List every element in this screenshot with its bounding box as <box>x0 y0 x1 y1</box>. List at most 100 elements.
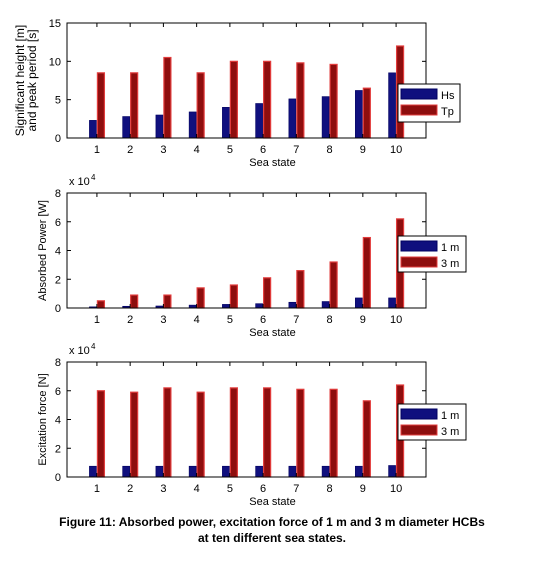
bar-b-8 <box>329 261 338 309</box>
x-tick-label: 4 <box>194 314 200 326</box>
x-tick-label: 5 <box>227 144 233 156</box>
bar-b-2 <box>130 391 139 478</box>
chart-panel-1: 0 5 10 15 1 2 3 4 5 6 7 8 9 10 Sea state Significant he… <box>13 18 461 169</box>
bar-b-9 <box>362 87 371 139</box>
figure-caption-line-1: Figure 11: Absorbed power, excitation fo… <box>59 515 485 529</box>
bar-a-8 <box>321 465 330 478</box>
x-tick-label: 6 <box>260 483 266 495</box>
bar-b-7 <box>296 388 305 478</box>
bar-a-6 <box>255 465 263 478</box>
y-axis-label-line-2: and peak period [s] <box>25 29 39 131</box>
bar-b-5 <box>229 284 238 309</box>
x-tick-label: 1 <box>94 483 100 495</box>
bar-b-4 <box>196 391 205 478</box>
bar-b-5 <box>229 60 238 139</box>
y-axis-exponent: x 10 <box>69 345 90 357</box>
legend-label-b: 3 m <box>441 258 459 270</box>
bar-b-4 <box>196 287 205 309</box>
y-axis-exponent-power: 4 <box>91 342 96 351</box>
x-tick-label: 2 <box>127 483 133 495</box>
bar-a-4 <box>188 111 197 139</box>
x-axis-label: Sea state <box>249 327 295 339</box>
bar-b-1 <box>96 72 106 139</box>
bar-b-9 <box>362 236 371 309</box>
x-tick-label: 3 <box>160 314 166 326</box>
bar-b-4 <box>196 72 205 139</box>
x-tick-label: 3 <box>160 144 166 156</box>
x-tick-label: 6 <box>260 314 266 326</box>
bar-a-8 <box>321 301 330 309</box>
bar-a-8 <box>321 96 330 139</box>
x-tick-label: 9 <box>360 314 366 326</box>
x-tick-label: 7 <box>293 144 299 156</box>
figure-caption-line-2: at ten different sea states. <box>197 531 347 545</box>
bar-a-10 <box>388 465 396 478</box>
bar-b-6 <box>263 387 272 478</box>
bar-a-9 <box>355 90 363 139</box>
x-tick-label: 9 <box>360 483 366 495</box>
bar-a-5 <box>222 304 230 309</box>
legend-label-b: 3 m <box>441 426 459 438</box>
legend-swatch-a <box>400 408 438 420</box>
x-tick-label: 5 <box>227 483 233 495</box>
bar-a-7 <box>288 98 297 139</box>
x-tick-label: 9 <box>360 144 366 156</box>
legend-swatch-a <box>400 240 438 252</box>
x-tick-label: 10 <box>390 144 402 156</box>
bar-b-3 <box>163 56 172 139</box>
bar-a-10 <box>388 72 396 139</box>
bar-b-8 <box>329 63 338 139</box>
bar-b-1 <box>96 390 106 478</box>
bar-b-6 <box>263 277 272 309</box>
bar-a-1 <box>89 465 97 478</box>
y-tick-label: 15 <box>49 18 61 30</box>
x-tick-label: 4 <box>194 483 200 495</box>
y-tick-label: 6 <box>55 386 61 398</box>
x-axis-label: Sea state <box>249 496 295 508</box>
bar-a-4 <box>188 465 197 478</box>
x-tick-label: 7 <box>293 483 299 495</box>
y-axis-label: Significant height [m] <box>13 25 27 136</box>
bar-b-5 <box>229 387 238 478</box>
legend-swatch-b <box>400 256 438 268</box>
x-tick-label: 10 <box>390 314 402 326</box>
legend: 1 m3 m <box>397 235 467 273</box>
x-tick-label: 2 <box>127 314 133 326</box>
legend-label-b: Tp <box>441 106 454 118</box>
bar-b-1 <box>96 300 106 309</box>
bar-a-2 <box>122 116 130 139</box>
x-tick-label: 6 <box>260 144 266 156</box>
y-axis-label: Absorbed Power [W] <box>37 200 49 301</box>
y-tick-label: 8 <box>55 188 61 200</box>
y-tick-label: 10 <box>49 56 61 68</box>
x-tick-label: 2 <box>127 144 133 156</box>
legend-swatch-b <box>400 104 438 116</box>
x-tick-label: 10 <box>390 483 402 495</box>
bar-b-8 <box>329 388 338 478</box>
x-tick-label: 8 <box>327 483 333 495</box>
x-tick-label: 1 <box>94 144 100 156</box>
legend-label-a: 1 m <box>441 410 459 422</box>
y-tick-label: 2 <box>55 443 61 455</box>
bar-b-2 <box>130 72 139 139</box>
bar-a-1 <box>89 120 97 139</box>
bar-a-9 <box>355 465 363 478</box>
bar-b-7 <box>296 62 305 139</box>
chart-panel-3: 0 2 4 6 8 1 2 3 4 5 6 7 8 9 10 Sea state Excitation forc… <box>37 342 467 508</box>
y-tick-label: 2 <box>55 274 61 286</box>
bar-b-9 <box>362 400 371 478</box>
y-tick-label: 8 <box>55 357 61 369</box>
bar-a-7 <box>288 301 297 309</box>
legend-label-a: 1 m <box>441 242 459 254</box>
y-tick-label: 4 <box>55 415 61 427</box>
x-tick-label: 5 <box>227 314 233 326</box>
y-axis-exponent: x 10 <box>69 176 90 188</box>
chart-panel-2: 0 2 4 6 8 1 2 3 4 5 6 7 8 9 10 Sea state Absorbed Power … <box>37 173 467 339</box>
y-tick-label: 6 <box>55 217 61 229</box>
bar-a-6 <box>255 103 263 139</box>
bar-a-3 <box>155 465 164 478</box>
legend-swatch-b <box>400 424 438 436</box>
bar-b-6 <box>263 60 272 139</box>
x-tick-label: 1 <box>94 314 100 326</box>
